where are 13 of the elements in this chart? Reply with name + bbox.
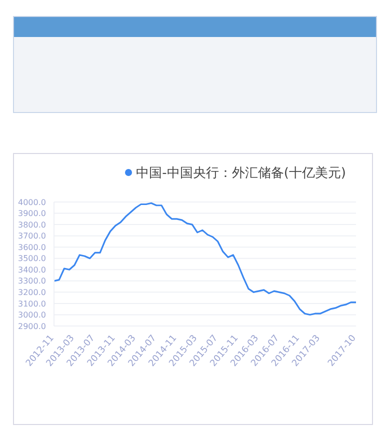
y-tick-label: 3100.0	[18, 299, 46, 308]
legend-label: 中国-中国央行：外汇储备(十亿美元)	[136, 166, 346, 181]
y-tick-label: 3400.0	[18, 265, 46, 274]
y-tick-label: 2900.0	[18, 322, 46, 331]
y-tick-label: 3000.0	[18, 310, 46, 320]
y-tick-label: 3300.0	[18, 276, 46, 286]
y-tick-label: 4000.0	[18, 198, 46, 207]
y-tick-label: 3800.0	[18, 220, 46, 230]
y-tick-label: 3500.0	[18, 254, 46, 264]
y-tick-label: 3900.0	[18, 209, 46, 218]
y-tick-label: 3600.0	[18, 242, 46, 252]
y-tick-label: 3700.0	[18, 232, 46, 241]
y-tick-label: 3200.0	[18, 288, 46, 298]
